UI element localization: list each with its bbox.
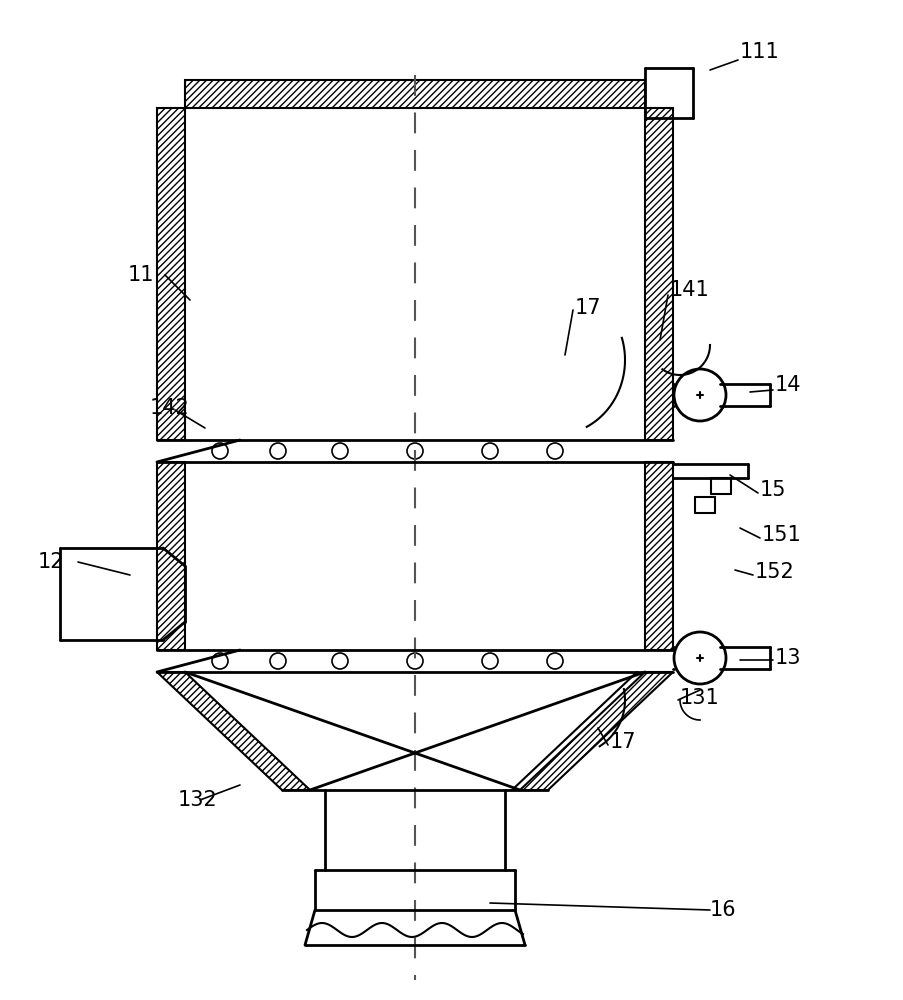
Text: 14: 14 [774, 375, 801, 395]
Text: 17: 17 [610, 732, 636, 752]
Text: 151: 151 [761, 525, 801, 545]
Text: 11: 11 [128, 265, 154, 285]
Polygon shape [519, 672, 672, 790]
Polygon shape [157, 108, 185, 440]
Text: 16: 16 [709, 900, 736, 920]
Text: 15: 15 [759, 480, 786, 500]
Polygon shape [157, 462, 185, 650]
Text: 12: 12 [38, 552, 64, 572]
Text: 13: 13 [774, 648, 801, 668]
Text: 141: 141 [669, 280, 709, 300]
Text: 111: 111 [740, 42, 779, 62]
Polygon shape [644, 462, 672, 650]
Polygon shape [157, 672, 310, 790]
Text: 132: 132 [178, 790, 218, 810]
Text: 142: 142 [150, 398, 190, 418]
Text: 152: 152 [754, 562, 794, 582]
Polygon shape [644, 108, 672, 440]
Text: 17: 17 [574, 298, 600, 318]
Polygon shape [185, 80, 644, 108]
Text: 131: 131 [679, 688, 719, 708]
